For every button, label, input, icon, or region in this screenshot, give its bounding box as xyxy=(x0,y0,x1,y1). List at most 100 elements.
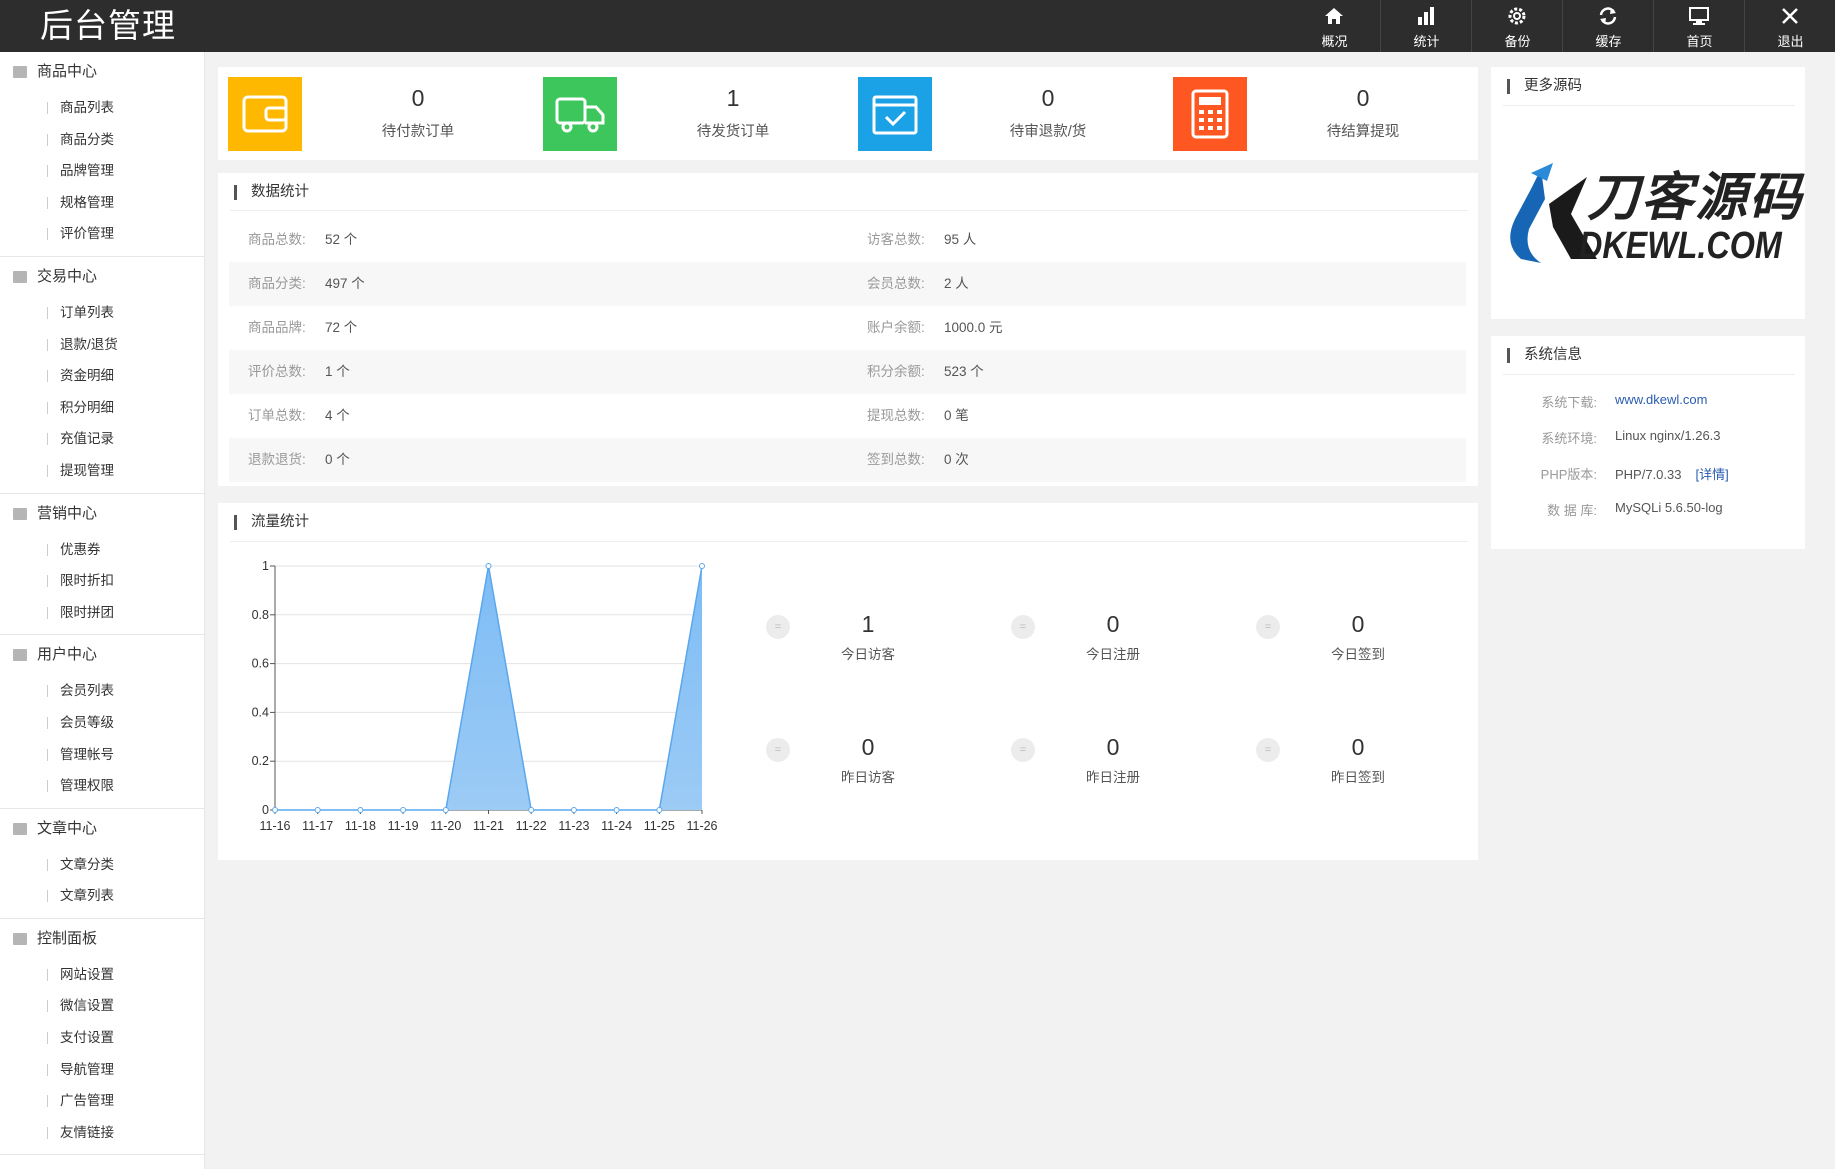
menu-item[interactable]: 充值记录 xyxy=(0,423,204,455)
x-tick-label: 11-18 xyxy=(345,819,376,833)
card-glyph xyxy=(555,97,605,133)
stat-value: 0 笔 xyxy=(944,408,969,423)
menu-item[interactable]: 品牌管理 xyxy=(0,155,204,187)
menu-item[interactable]: 评价管理 xyxy=(0,218,204,250)
menu-item-label: 积分明细 xyxy=(60,399,114,415)
stat-value: 0 次 xyxy=(944,452,969,467)
card-label: 待付款订单 xyxy=(381,124,455,140)
stat-label: 提现总数: xyxy=(867,408,925,423)
stat-value: 52 个 xyxy=(325,232,358,247)
menu-item[interactable]: 资金明细 xyxy=(0,360,204,392)
menu-group-label: 营销中心 xyxy=(37,504,98,522)
x-tick-label: 11-26 xyxy=(686,819,717,833)
traffic-value: 0 xyxy=(1351,611,1365,637)
card-value: 0 xyxy=(1356,85,1370,111)
nav-icon xyxy=(1325,8,1343,24)
info-value[interactable]: www.dkewl.com xyxy=(1615,392,1708,407)
nav-label: 概况 xyxy=(1321,34,1348,49)
stat-label: 积分余额: xyxy=(867,364,925,379)
y-tick-label: 0 xyxy=(262,803,269,817)
menu-icon xyxy=(13,932,27,945)
point xyxy=(528,807,535,813)
menu-group: 营销中心优惠券限时折扣 限时拼团 xyxy=(0,494,204,636)
menu-item[interactable]: 微信设置 xyxy=(0,990,204,1022)
menu-icon xyxy=(13,66,27,78)
menu-item[interactable]: 订单列表 xyxy=(0,297,204,329)
nav-item[interactable]: 概况 xyxy=(1289,0,1380,52)
stats-row xyxy=(229,438,1466,482)
nav-item[interactable]: 统计 xyxy=(1380,0,1472,52)
nav-item[interactable]: 备份 xyxy=(1471,0,1563,52)
menu-group: 文章中心 文章分类 文章列表 xyxy=(0,809,204,919)
menu-item-label: 导航管理 xyxy=(60,1061,114,1077)
menu-item[interactable]: 友情链接 xyxy=(0,1117,204,1149)
stat-label: 评价总数: xyxy=(248,364,306,379)
point xyxy=(400,807,407,813)
menu-item-label: 优惠券 xyxy=(60,541,101,557)
menu-item[interactable]: 网站设置 xyxy=(0,959,204,991)
panel-title: 流量统计 xyxy=(234,515,309,530)
sidebar: 商品中心 商品列表 商品分类 品牌管理 规格管理 评价管理 交易中心 订单列表 退款/退货 资金明… xyxy=(0,52,205,1169)
menu-item-label: 会员等级 xyxy=(60,714,114,730)
x-tick-label: 11-19 xyxy=(388,819,419,833)
menu-item[interactable]: 商品列表 xyxy=(0,92,204,124)
menu-item[interactable]: 文章列表 xyxy=(0,880,204,912)
traffic-value: 0 xyxy=(861,734,875,760)
menu-item[interactable]: 广告管理 xyxy=(0,1085,204,1117)
menu-item[interactable]: 导航管理 xyxy=(0,1054,204,1086)
nav-icon xyxy=(1782,8,1798,24)
stat-value: 95 人 xyxy=(944,232,977,247)
y-tick-label: 1 xyxy=(262,559,269,573)
menu-item[interactable]: 优惠券 xyxy=(0,534,204,566)
card-icon xyxy=(543,77,617,151)
nav-item[interactable]: 退出 xyxy=(1744,0,1835,52)
menu-group: 控制面板 网站设置 微信设置 支付设置 导航管理 广告管理 友情链接 xyxy=(0,919,204,1156)
menu-item[interactable]: 退款/退货 xyxy=(0,329,204,361)
menu-item-label: 评价管理 xyxy=(60,226,114,242)
card-glyph xyxy=(872,95,918,135)
nav-item[interactable]: 缓存 xyxy=(1562,0,1654,52)
x-tick-label: 11-22 xyxy=(516,819,547,833)
logo-domain: DKEWL.COM xyxy=(1579,225,1782,267)
traffic-value: 0 xyxy=(1106,611,1120,637)
point xyxy=(699,563,705,569)
detail-link[interactable]: [详情] xyxy=(1695,467,1729,482)
menu-item[interactable]: 会员列表 xyxy=(0,675,204,707)
menu-item[interactable]: 积分明细 xyxy=(0,392,204,424)
menu-item[interactable]: 商品分类 xyxy=(0,124,204,156)
menu-item[interactable]: 支付设置 xyxy=(0,1022,204,1054)
menu-item-label: 微信设置 xyxy=(60,998,114,1014)
nav-item[interactable]: 首页 xyxy=(1653,0,1745,52)
menu-item[interactable]: 规格管理 xyxy=(0,187,204,219)
divider xyxy=(1503,374,1795,375)
menu-item[interactable]: 限时拼团 xyxy=(0,597,204,629)
nav-icon xyxy=(1418,7,1434,25)
menu-item[interactable]: 管理权限 xyxy=(0,770,204,802)
menu-item[interactable]: 会员等级 xyxy=(0,707,204,739)
menu-item-label: 商品列表 xyxy=(60,100,114,115)
traffic-label: 今日访客 xyxy=(841,647,895,662)
point xyxy=(442,807,449,813)
menu-item-label: 支付设置 xyxy=(60,1030,114,1046)
menu-item-label: 文章列表 xyxy=(60,888,114,904)
stats-row xyxy=(229,350,1466,394)
stat-icon: = xyxy=(1011,615,1035,639)
traffic-panel: 流量统计 0 0.2 0.4 0.6 0.8 1 11-16 11-17 11-18 11-19 1… xyxy=(218,503,1478,860)
header: 后台管理 概况 统计 备份 缓存 首页 退出 xyxy=(0,0,1835,52)
stat-label: 商品总数: xyxy=(248,232,306,247)
menu-item[interactable]: 管理帐号 xyxy=(0,739,204,771)
logo-text: 刀客源码 xyxy=(1587,169,1804,227)
nav-label: 首页 xyxy=(1686,34,1713,49)
menu-group-label: 用户中心 xyxy=(37,646,98,664)
stats-row xyxy=(229,306,1466,350)
traffic-chart: 0 0.2 0.4 0.6 0.8 1 11-16 11-17 11-18 11-19 11-20 1… xyxy=(252,559,718,833)
more-source-panel: 更多源码 刀客源码 DKEWL.COM xyxy=(1491,67,1805,319)
menu-item[interactable]: 限时折扣 xyxy=(0,565,204,597)
menu-item[interactable]: 提现管理 xyxy=(0,455,204,487)
menu-item[interactable]: 文章分类 xyxy=(0,849,204,881)
info-label: 数 据 库: xyxy=(1547,503,1597,518)
menu-item-label: 订单列表 xyxy=(60,304,114,320)
menu-item-label: 品牌管理 xyxy=(60,163,114,179)
card-glyph xyxy=(1191,89,1229,139)
x-tick-label: 11-21 xyxy=(473,819,504,833)
